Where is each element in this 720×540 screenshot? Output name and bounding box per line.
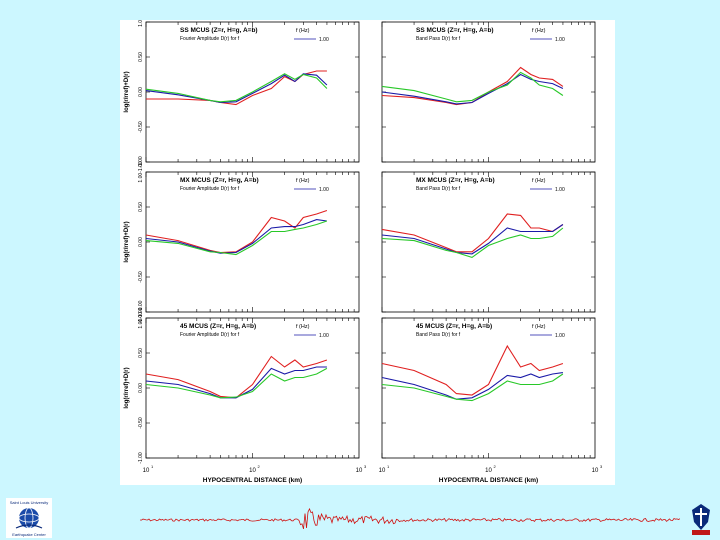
legend-entry: 1.00: [555, 333, 565, 339]
x-tick-exponent: 3: [600, 464, 603, 469]
x-axis-title: HYPOCENTRAL DISTANCE (km): [439, 477, 538, 484]
legend-title: f (Hz): [296, 178, 310, 184]
legend-entry: 1.00: [555, 187, 565, 193]
y-tick-label: 0.00: [138, 383, 144, 393]
series-line-green-1: [381, 71, 564, 103]
y-axis-label: log(r/rref)+D(r): [124, 221, 130, 262]
x-tick-label: 10: [249, 468, 256, 474]
panel-title: SS MCUS (Z=r, H=g, A=b): [180, 27, 258, 34]
series-line-green-4: [145, 367, 328, 399]
x-tick-label: 10: [143, 468, 150, 474]
series-line-red-1: [381, 66, 564, 106]
panel-frame-3: [381, 171, 596, 313]
y-tick-label: 1.00-1.00: [138, 307, 144, 328]
series-line-blue-5: [381, 372, 563, 400]
x-tick-label: 10: [379, 468, 386, 474]
series-line-green-3: [381, 227, 564, 259]
panel-title: 45 MCUS (Z=r, H=g, A=b): [180, 323, 256, 330]
seismogram-trace: [140, 507, 680, 530]
y-tick-label: -0.50: [138, 121, 144, 133]
seismogram-line: [140, 507, 680, 530]
panel-title: MX MCUS (Z=r, H=g, A=b): [416, 177, 495, 184]
figure-svg: 1.00 0.50 0.00 -0.50 -1.00 SS MCUS (Z=r, H=g,…: [124, 20, 603, 484]
y-axis-label: log(r/rref)+D(r): [124, 71, 130, 112]
y-tick-label: -0.50: [138, 417, 144, 429]
legend-title: f (Hz): [532, 324, 546, 330]
y-tick-label: 1.00: [138, 20, 144, 27]
y-tick-label: 1.00-1.00: [138, 161, 144, 182]
panel-subtitle: Fourier Amplitude D(r) for f: [180, 186, 240, 192]
figure-container: 1.00 0.50 0.00 -0.50 -1.00 SS MCUS (Z=r, H=g,…: [120, 20, 615, 485]
panel-subtitle: Band Pass D(r) for f: [416, 332, 461, 338]
x-tick-exponent: 1: [151, 464, 154, 469]
legend-title: f (Hz): [296, 324, 310, 330]
series-line-blue-1: [381, 73, 564, 105]
series-line-green-0: [145, 73, 328, 103]
x-tick-exponent: 1: [387, 464, 390, 469]
x-tick-label: 10: [485, 468, 492, 474]
x-tick-label: 10: [592, 468, 599, 474]
x-tick-label: 10: [356, 468, 363, 474]
y-tick-label: -1.00: [138, 156, 144, 168]
y-tick-label: -0.50: [138, 271, 144, 283]
series-line-green-2: [145, 220, 328, 256]
legend-entry: 1.00: [319, 37, 329, 43]
x-tick-exponent: 3: [364, 464, 367, 469]
panel-subtitle: Band Pass D(r) for f: [416, 186, 461, 192]
y-tick-label: 0.50: [138, 348, 144, 358]
panel-title: SS MCUS (Z=r, H=g, A=b): [416, 27, 494, 34]
legend-entry: 1.00: [319, 333, 329, 339]
y-tick-label: -1.00-1.00: [138, 300, 144, 323]
logo-left-top-text: Saint Louis University: [10, 500, 48, 505]
y-tick-label: 0.50: [138, 202, 144, 212]
series-line-blue-4: [145, 366, 327, 399]
university-crest-icon: [692, 504, 710, 535]
panel-subtitle: Fourier Amplitude D(r) for f: [180, 332, 240, 338]
globe-logo-icon: Saint Louis University Earthquake Center: [6, 498, 52, 538]
legend-entry: 1.00: [555, 37, 565, 43]
series-line-blue-3: [381, 224, 564, 255]
y-tick-label: -1.00: [138, 452, 144, 464]
logo-left-bottom-text: Earthquake Center: [12, 532, 46, 537]
series-line-red-4: [145, 355, 328, 399]
y-axis-label: log(r/rref)+D(r): [124, 367, 130, 408]
legend-title: f (Hz): [532, 178, 546, 184]
series-line-blue-2: [145, 219, 327, 254]
legend-title: f (Hz): [296, 28, 310, 34]
x-tick-exponent: 2: [258, 464, 261, 469]
legend-title: f (Hz): [532, 28, 546, 34]
x-axis-title: HYPOCENTRAL DISTANCE (km): [203, 477, 302, 484]
panel-title: 45 MCUS (Z=r, H=g, A=b): [416, 323, 492, 330]
panel-subtitle: Band Pass D(r) for f: [416, 36, 461, 42]
series-line-red-5: [381, 344, 564, 396]
series-line-red-3: [381, 213, 564, 253]
y-tick-label: 0.00: [138, 237, 144, 247]
series-line-green-5: [381, 373, 564, 402]
x-tick-exponent: 2: [494, 464, 497, 469]
y-tick-label: 0.00: [138, 87, 144, 97]
legend-entry: 1.00: [319, 187, 329, 193]
series-line-red-2: [145, 209, 328, 254]
panel-title: MX MCUS (Z=r, H=g, A=b): [180, 177, 259, 184]
y-tick-label: 0.50: [138, 52, 144, 62]
panel-subtitle: Fourier Amplitude D(r) for f: [180, 36, 240, 42]
